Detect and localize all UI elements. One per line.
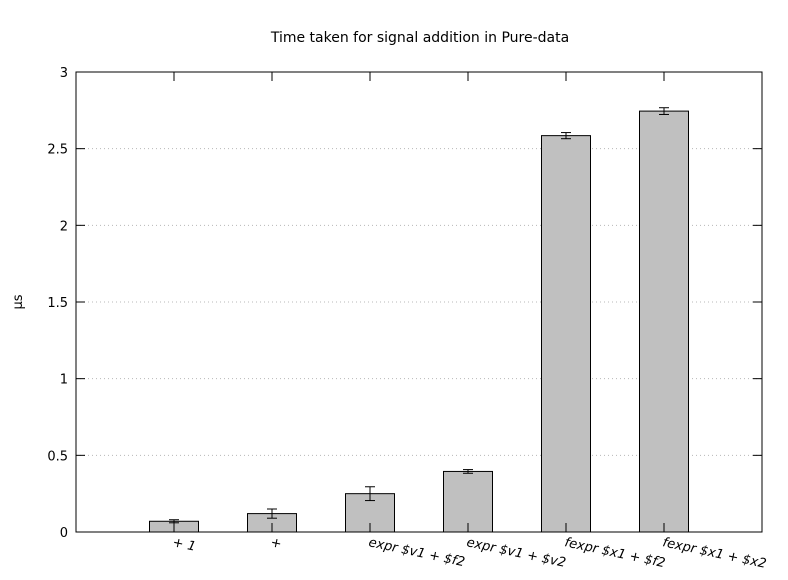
error-bar: [659, 107, 669, 115]
y-tick-label: 0: [60, 526, 68, 541]
y-tick-label: 2: [60, 219, 68, 234]
x-tick-label: expr $v1 + $v2: [465, 535, 567, 571]
bars: [149, 110, 689, 533]
y-tick-label: 1.5: [47, 296, 68, 311]
bar: [443, 470, 493, 533]
error-bar: [365, 486, 375, 502]
x-tick-label: fexpr $x1 + $f2: [563, 535, 666, 571]
error-bar: [267, 508, 277, 519]
chart-title: Time taken for signal addition in Pure-d…: [270, 30, 569, 46]
y-tick-label: 0.5: [47, 449, 68, 464]
axis-ticks: [76, 71, 762, 533]
y-tick-label: 2.5: [47, 143, 68, 158]
x-tick-label: expr $v1 + $f2: [367, 535, 466, 570]
y-tick-label: 1: [60, 373, 68, 388]
x-tick-label: fexpr $x1 + $x2: [661, 535, 767, 572]
x-tick-label: +: [269, 535, 283, 552]
error-bars: [169, 107, 669, 524]
error-bar: [169, 519, 179, 524]
y-tick-label: 3: [60, 66, 68, 81]
y-axis-label: µs: [11, 294, 26, 309]
bar: [639, 110, 689, 533]
y-tick-labels: 0 0.5 1 1.5 2 2.5 3: [47, 66, 68, 541]
error-bar: [561, 132, 571, 140]
bar: [541, 135, 591, 533]
x-tick-label: + 1: [171, 535, 197, 555]
error-bar: [463, 469, 473, 474]
